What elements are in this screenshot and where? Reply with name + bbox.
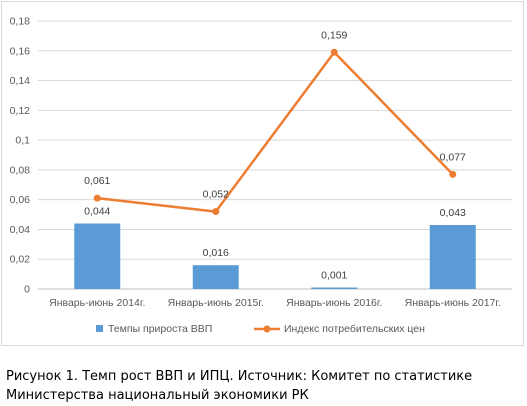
line-data-label: 0,061 — [84, 175, 110, 187]
y-tick-label: 0 — [24, 284, 30, 296]
x-tick-label: Январь-июнь 2015г. — [168, 297, 264, 309]
legend-label-line: Индекс потребительских цен — [284, 323, 425, 335]
y-tick-label: 0,08 — [10, 164, 31, 176]
x-tick-label: Январь-июнь 2016г. — [286, 297, 382, 309]
legend-marker-line — [263, 325, 271, 333]
bar-data-label: 0,044 — [84, 205, 110, 217]
x-tick-label: Январь-июнь 2014г. — [49, 297, 145, 309]
line-data-label: 0,159 — [321, 29, 347, 41]
line-data-label: 0,077 — [440, 151, 466, 163]
figure-caption: Рисунок 1. Темп рост ВВП и ИПЦ. Источник… — [6, 369, 473, 403]
line-point — [212, 208, 220, 216]
line-data-label: 0,052 — [203, 189, 229, 201]
legend-label-bar: Темпы прироста ВВП — [108, 323, 212, 335]
y-tick-label: 0,18 — [10, 16, 31, 28]
y-tick-label: 0,02 — [10, 254, 31, 266]
legend-swatch-bar — [96, 325, 103, 332]
y-tick-label: 0,16 — [10, 45, 31, 57]
bar — [311, 287, 358, 289]
bar-data-label: 0,001 — [321, 270, 347, 282]
bar — [192, 265, 239, 289]
y-tick-label: 0,1 — [15, 135, 30, 147]
line-point — [330, 48, 338, 56]
y-tick-label: 0,12 — [10, 105, 31, 117]
bar-data-label: 0,016 — [203, 247, 229, 259]
bar-data-label: 0,043 — [440, 207, 466, 219]
x-tick-label: Январь-июнь 2017г. — [405, 297, 501, 309]
chart: 0 0,02 0,04 0,06 0,08 0,1 0,12 0,14 0,16 0,18 Янва… — [10, 16, 512, 335]
series-line — [97, 51, 454, 213]
y-tick-label: 0,14 — [10, 75, 31, 87]
y-tick-label: 0,06 — [10, 194, 31, 206]
line-point — [93, 194, 101, 202]
y-tick-label: 0,04 — [10, 224, 31, 236]
bar — [429, 224, 476, 289]
bar — [74, 223, 121, 289]
line-point — [449, 170, 457, 178]
